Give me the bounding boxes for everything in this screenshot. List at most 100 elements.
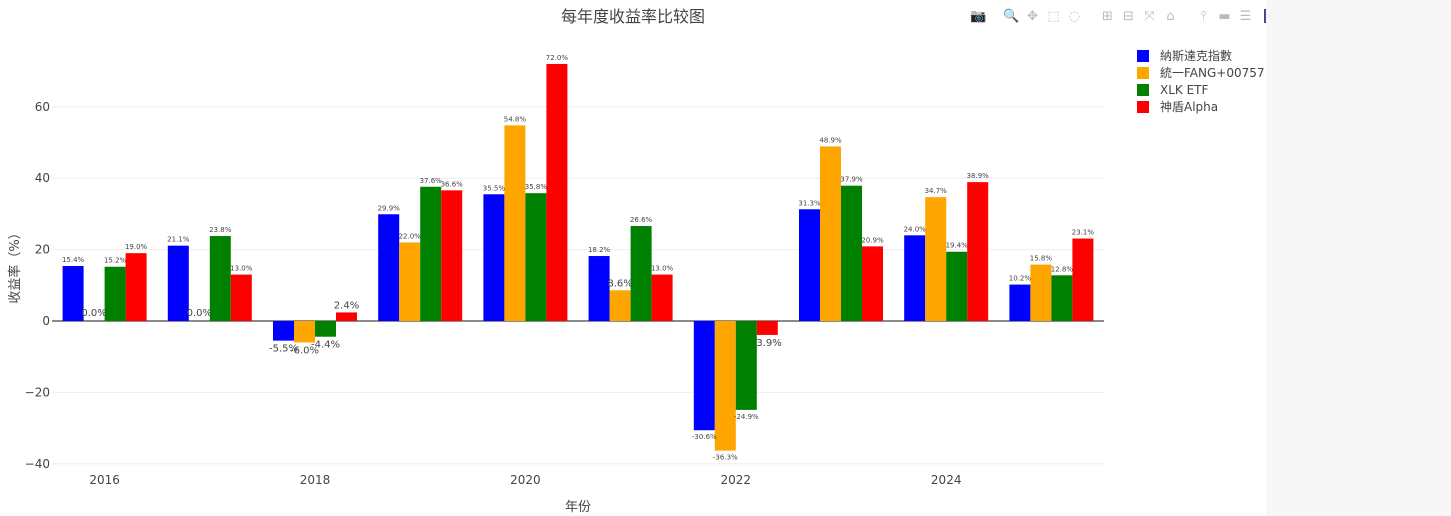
bar-chart: 每年度收益率比较图 15.4% 21.1% -5.5% 29.9% 35.5% 18.2%… bbox=[7, 7, 1265, 515]
bar bbox=[1030, 264, 1052, 321]
bar bbox=[862, 246, 883, 321]
bar-label: 8.6% bbox=[607, 278, 632, 289]
legend-label: 納斯達克指數 bbox=[1160, 48, 1232, 63]
bar-label: 72.0% bbox=[546, 54, 569, 62]
bar bbox=[546, 63, 568, 322]
bar-label: -4.4% bbox=[311, 340, 340, 351]
bar-label: -36.3% bbox=[713, 454, 738, 462]
x-tick-label: 2024 bbox=[931, 473, 962, 487]
bar-label: 37.9% bbox=[840, 176, 863, 184]
bar-label: -6.0% bbox=[290, 345, 319, 356]
plot-panel: 每年度收益率比较图 15.4% 21.1% -5.5% 29.9% 35.5% 18.2%… bbox=[7, 7, 1278, 515]
bar bbox=[378, 214, 400, 321]
hover-closest-icon[interactable]: ▬ bbox=[1218, 8, 1231, 24]
bar bbox=[483, 194, 505, 321]
bar-label: 22.0% bbox=[399, 232, 422, 240]
bar bbox=[209, 236, 231, 321]
bar-label: 54.8% bbox=[504, 115, 527, 123]
autoscale-icon[interactable]: ⤧ bbox=[1144, 8, 1155, 24]
bar-label: -3.9% bbox=[753, 338, 782, 349]
legend-swatch bbox=[1137, 67, 1149, 79]
bar bbox=[588, 256, 610, 321]
legend-label: 統一FANG+00757 bbox=[1160, 66, 1265, 80]
ticks-layer: −40 −20 0 20 40 60 2016 2018 2020 2022 2024 bbox=[25, 100, 962, 487]
zoom-icon[interactable]: 🔍 bbox=[1003, 8, 1020, 24]
right-blank-area bbox=[1266, 0, 1451, 516]
chart-title: 每年度收益率比较图 bbox=[561, 7, 705, 26]
zoom-in-icon[interactable]: ⊞ bbox=[1102, 8, 1113, 24]
bar-label: 24.0% bbox=[904, 225, 927, 233]
bar-label: 35.5% bbox=[483, 184, 506, 192]
camera-icon[interactable]: 📷 bbox=[970, 8, 987, 24]
bar bbox=[904, 235, 926, 321]
bar-label: 23.1% bbox=[1072, 229, 1095, 237]
y-tick-label: −40 bbox=[25, 457, 50, 471]
bar-label: -5.5% bbox=[269, 344, 298, 355]
bar-label: 13.0% bbox=[651, 265, 674, 273]
legend-swatch bbox=[1137, 50, 1149, 62]
bar-label: 48.9% bbox=[819, 136, 842, 144]
bar bbox=[946, 251, 968, 321]
pan-icon[interactable]: ✥ bbox=[1027, 8, 1038, 24]
bar bbox=[294, 321, 315, 343]
bar-labels-layer: 15.4% 21.1% -5.5% 29.9% 35.5% 18.2% -30.6% 31.3… bbox=[62, 54, 1094, 462]
bar bbox=[925, 197, 947, 321]
bar-label: 31.3% bbox=[798, 199, 821, 207]
bar-label: 29.9% bbox=[378, 204, 401, 212]
bar-label: 19.0% bbox=[125, 243, 148, 251]
bar-label: 35.8% bbox=[525, 183, 548, 191]
bar bbox=[1009, 284, 1031, 321]
y-tick-label: 40 bbox=[35, 171, 50, 185]
x-tick-label: 2018 bbox=[300, 473, 331, 487]
bar-label: 15.2% bbox=[104, 257, 127, 265]
bar bbox=[230, 274, 252, 321]
box-select-icon[interactable]: ⬚ bbox=[1047, 8, 1060, 24]
bars-layer bbox=[62, 63, 1094, 451]
y-tick-label: 60 bbox=[35, 100, 50, 114]
y-tick-label: 20 bbox=[35, 243, 50, 257]
bar bbox=[799, 209, 820, 321]
bar-label: 12.8% bbox=[1051, 265, 1074, 273]
bar bbox=[504, 125, 526, 321]
spike-lines-icon[interactable]: ⫯ bbox=[1200, 8, 1207, 24]
bar bbox=[125, 253, 147, 321]
bar bbox=[735, 321, 757, 410]
bar-label: 21.1% bbox=[167, 236, 190, 244]
modebar-toolbar: 📷 🔍 ✥ ⬚ ◌ ⊞ ⊟ ⤧ ⌂ ⫯ ▬ ☰ bbox=[970, 6, 1278, 26]
bar bbox=[104, 266, 126, 321]
reset-axes-icon[interactable]: ⌂ bbox=[1166, 8, 1175, 24]
bar bbox=[1072, 238, 1094, 321]
bar-label: -24.9% bbox=[734, 413, 759, 421]
bar bbox=[714, 321, 736, 451]
bar-label: 0.0% bbox=[81, 308, 106, 319]
bar-label: 37.6% bbox=[420, 177, 443, 185]
bar bbox=[693, 321, 715, 431]
bar-label: 15.8% bbox=[1030, 255, 1053, 263]
legend-swatch bbox=[1137, 84, 1149, 96]
bar-label: 34.7% bbox=[925, 187, 948, 195]
lasso-select-icon[interactable]: ◌ bbox=[1068, 8, 1081, 24]
legend-label: XLK ETF bbox=[1160, 83, 1209, 97]
bar bbox=[273, 321, 294, 341]
bar-label: 26.6% bbox=[630, 216, 653, 224]
bar-label: -30.6% bbox=[692, 433, 717, 441]
bar bbox=[315, 321, 336, 337]
bar bbox=[399, 242, 421, 321]
bar bbox=[756, 321, 778, 335]
bar bbox=[1051, 275, 1073, 321]
bar-label: 38.9% bbox=[967, 172, 990, 180]
bar-label: 36.6% bbox=[441, 180, 464, 188]
zoom-out-icon[interactable]: ⊟ bbox=[1123, 8, 1134, 24]
x-tick-label: 2016 bbox=[89, 473, 120, 487]
hover-compare-icon[interactable]: ☰ bbox=[1239, 8, 1252, 24]
bar-label: 0.0% bbox=[187, 308, 212, 319]
bar-label: 20.9% bbox=[861, 236, 884, 244]
bar-label: 18.2% bbox=[588, 246, 611, 254]
bar-label: 23.8% bbox=[209, 226, 232, 234]
bar bbox=[820, 146, 841, 321]
y-axis-title: 收益率（%） bbox=[7, 226, 23, 303]
bar bbox=[967, 182, 989, 321]
bar-label: 2.4% bbox=[334, 300, 359, 311]
